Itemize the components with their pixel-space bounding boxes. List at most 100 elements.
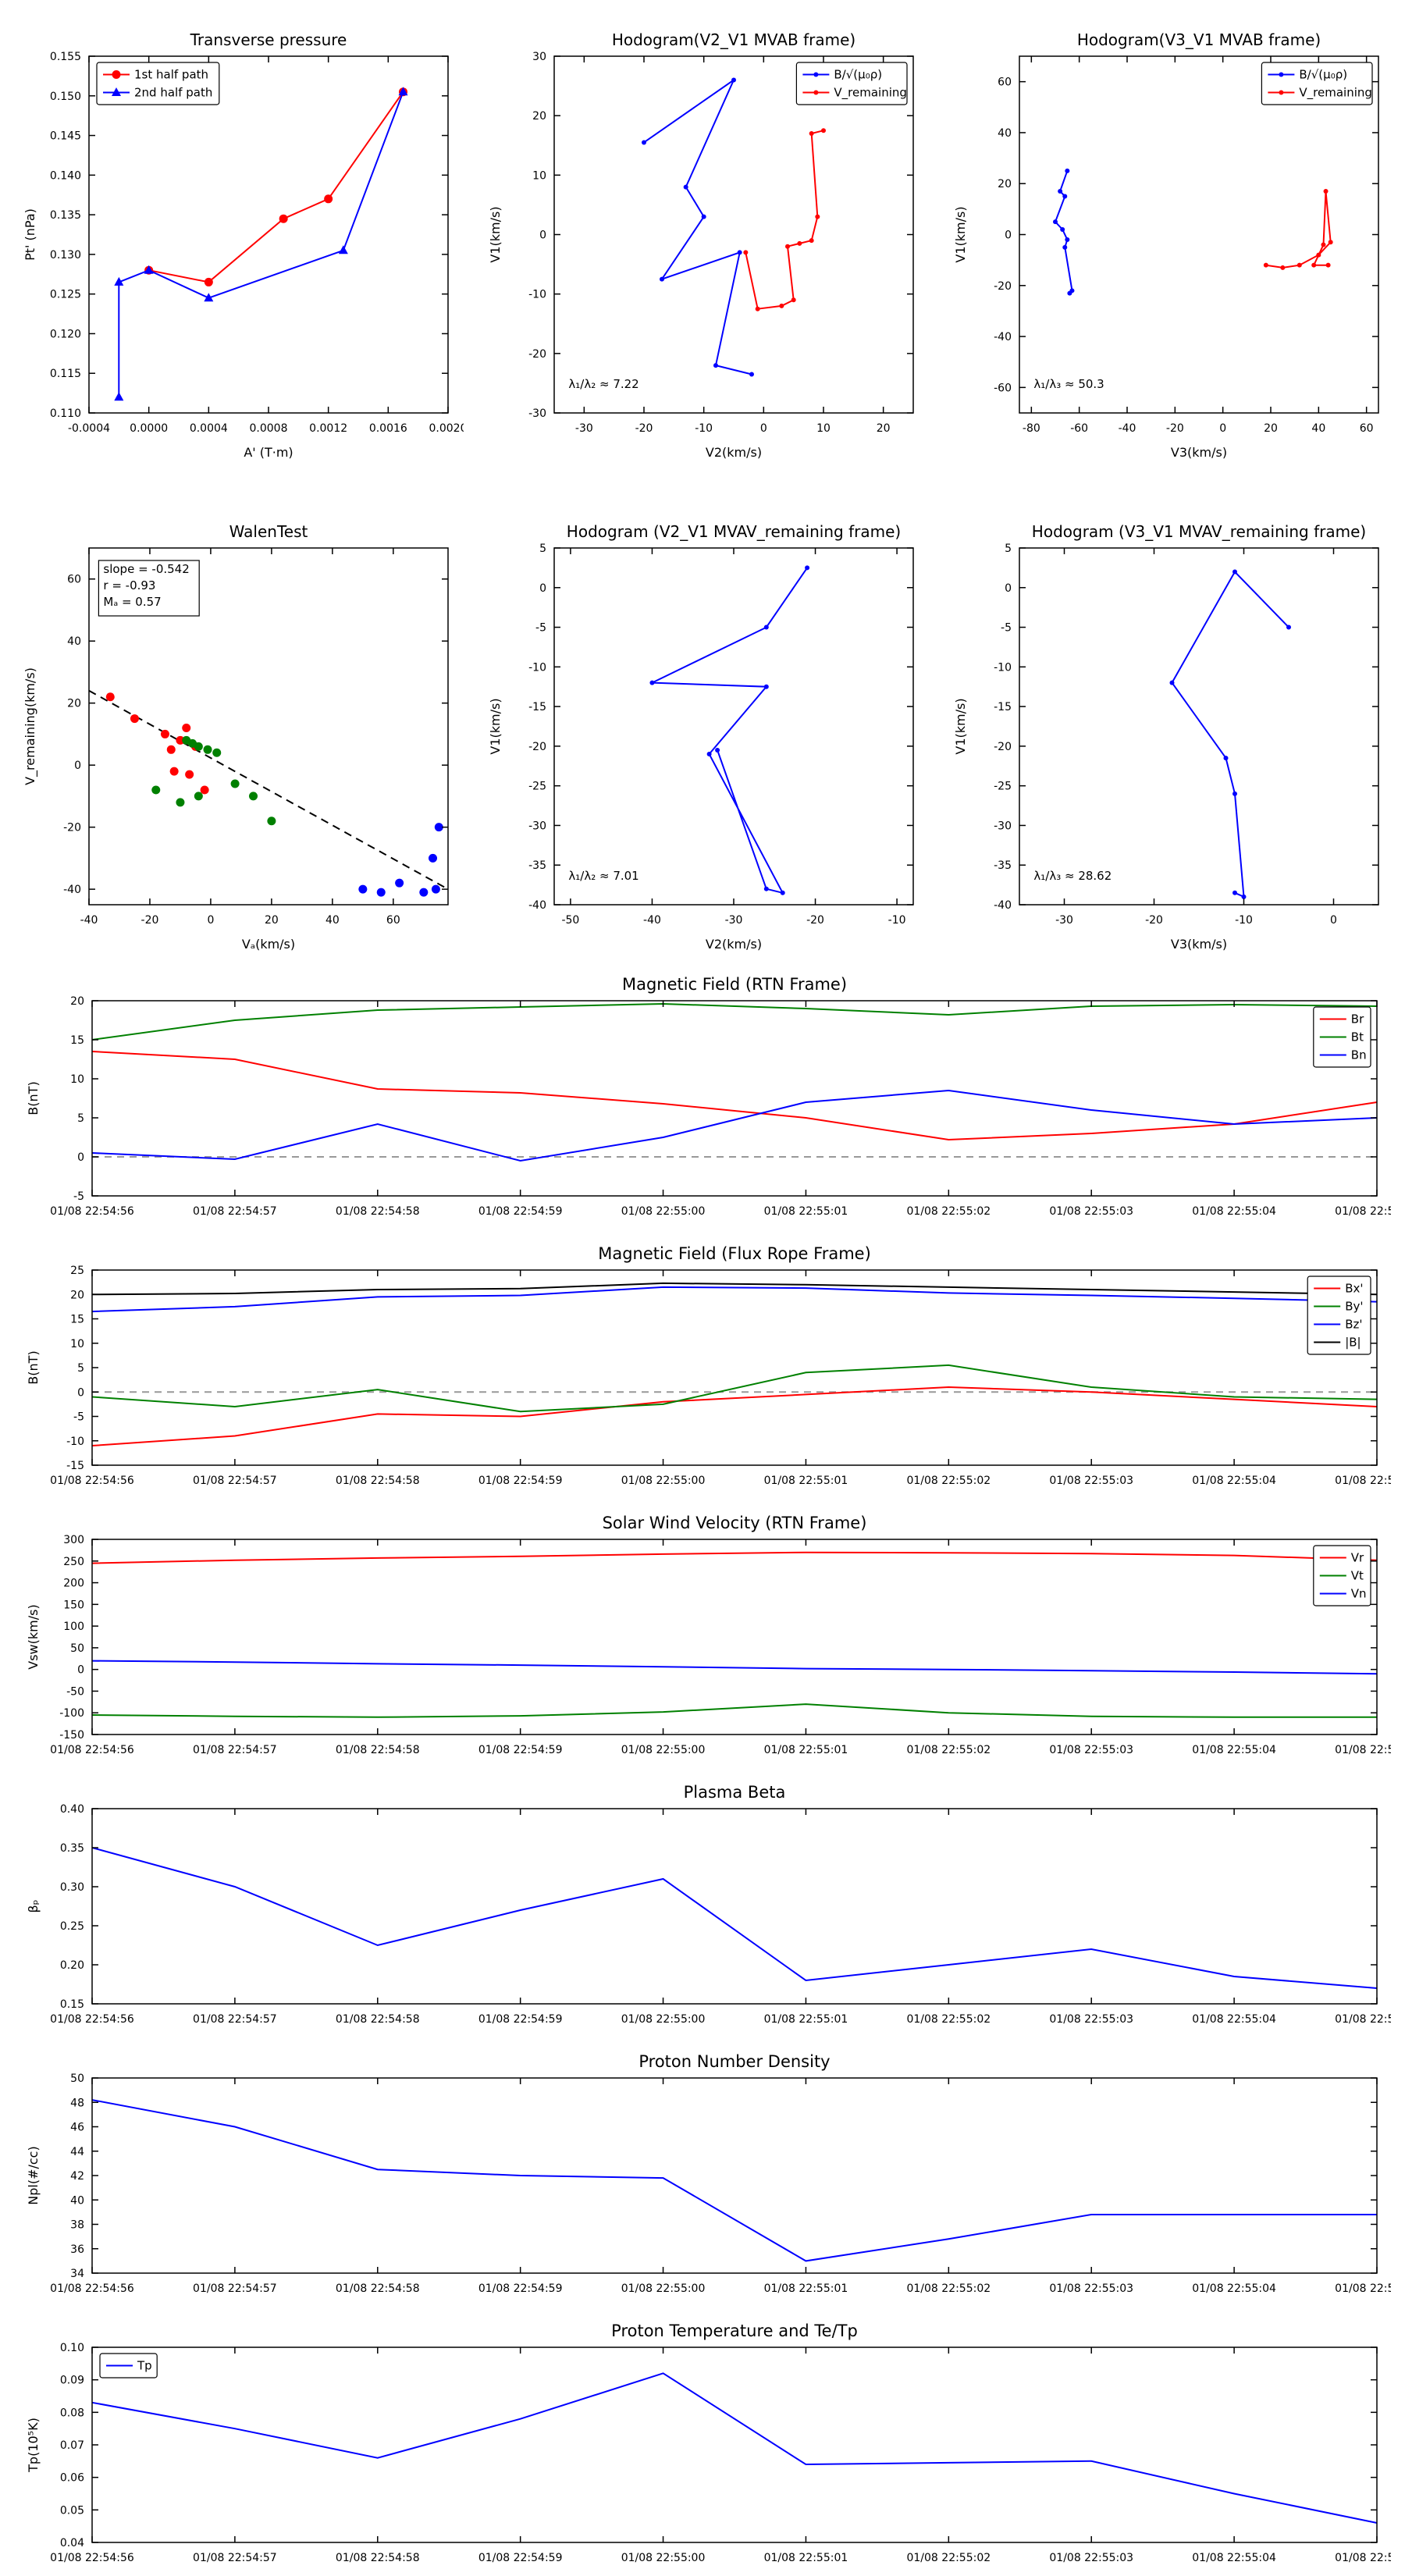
- x-tick-label: 01/08 22:55:00: [621, 2013, 706, 2026]
- data-marker: [779, 303, 784, 308]
- y-tick-label: 42: [70, 2170, 84, 2183]
- y-tick-label: 44: [70, 2146, 84, 2158]
- data-marker: [1279, 72, 1284, 77]
- data-marker: [176, 798, 185, 807]
- plot-frame: [88, 55, 449, 414]
- data-marker: [737, 250, 742, 255]
- data-marker: [649, 680, 655, 685]
- y-tick-label: -50: [66, 1685, 84, 1698]
- annotation-text: λ₁/λ₂ ≈ 7.01: [568, 869, 638, 883]
- data-marker: [166, 745, 176, 754]
- x-tick-label: -30: [1055, 914, 1073, 927]
- y-tick-label: -35: [528, 859, 546, 872]
- series-Bz': [91, 1286, 1378, 1313]
- data-marker: [1065, 237, 1070, 243]
- data-marker: [1241, 894, 1247, 899]
- y-tick-label: 0.120: [50, 328, 81, 340]
- x-tick-label: 01/08 22:55:00: [621, 1744, 706, 1756]
- data-marker: [1263, 262, 1268, 268]
- legend-label: B/√(μ₀ρ): [1299, 68, 1347, 82]
- series-Bt: [91, 1002, 1378, 1041]
- y-tick-label: 20: [70, 1289, 84, 1301]
- x-tick-label: 01/08 22:55:01: [764, 2282, 848, 2295]
- plot-frame: [553, 55, 914, 414]
- x-tick-label: -40: [80, 914, 98, 927]
- legend-label: V_remaining: [1299, 86, 1372, 101]
- data-marker: [1297, 262, 1302, 268]
- y-tick-label: -15: [66, 1460, 84, 1472]
- chart-magnetic-field-fluxrope: Magnetic Field (Flux Rope Frame) 01/08 22…: [14, 1235, 1391, 1496]
- x-tick-label: 01/08 22:54:58: [336, 1205, 420, 1218]
- x-tick-label: -20: [1166, 422, 1184, 435]
- chart-title: Hodogram (V3_V1 MVAV_remaining frame): [1032, 522, 1366, 541]
- data-marker: [429, 853, 438, 863]
- x-axis-label: V2(km/s): [706, 937, 762, 952]
- y-axis-label: Tp(10⁵K): [26, 2418, 41, 2473]
- series-s0: [1171, 570, 1289, 898]
- y-tick-label: 5: [539, 543, 546, 555]
- legend-label: |B|: [1345, 1336, 1361, 1350]
- data-marker: [660, 276, 664, 282]
- y-tick-label: 50: [70, 2073, 84, 2085]
- hodogram-v2v1-mvav-svg: Hodogram (V2_V1 MVAV_remaining frame)-50…: [488, 522, 914, 952]
- data-marker: [112, 70, 121, 79]
- chart-title: Magnetic Field (RTN Frame): [622, 975, 847, 994]
- data-marker: [642, 140, 646, 145]
- x-tick-label: 01/08 22:54:59: [478, 1205, 563, 1218]
- chart-hodogram-v3v1-mvab: Hodogram(V3_V1 MVAB frame) -80 -60 -40 -20 0 2…: [941, 17, 1394, 466]
- y-tick-label: 40: [70, 2194, 84, 2207]
- y-tick-label: 250: [63, 1556, 84, 1568]
- legend-label: Br: [1351, 1012, 1364, 1026]
- y-tick-label: -20: [994, 280, 1012, 293]
- chart-proton-density: Proton Number Density 01/08 22:54:56 01/08…: [14, 2043, 1391, 2304]
- data-marker: [813, 72, 819, 77]
- plot-frame: [88, 547, 449, 906]
- legend-label: By': [1345, 1300, 1363, 1314]
- annotation-text: λ₁/λ₃ ≈ 50.3: [1033, 377, 1104, 391]
- legend-box: [96, 62, 220, 105]
- series-Vt: [91, 1703, 1377, 1718]
- chart-hodogram-v2v1-mvab: Hodogram(V2_V1 MVAB frame) -30 -20 -10 0 10 20…: [476, 17, 929, 466]
- data-marker: [204, 293, 214, 302]
- x-tick-label: 20: [265, 914, 279, 927]
- series-s0: [91, 2099, 1377, 2262]
- chart-title: Proton Number Density: [638, 2052, 830, 2071]
- series-B/√(μ₀ρ): [643, 77, 752, 375]
- y-tick-label: 60: [67, 574, 81, 586]
- x-tick-label: 0: [760, 422, 767, 435]
- data-marker: [419, 888, 429, 897]
- legend-box: [1261, 62, 1373, 105]
- x-tick-label: 01/08 22:54:56: [50, 2013, 134, 2026]
- x-tick-label: -20: [141, 914, 159, 927]
- data-marker: [1067, 290, 1072, 296]
- y-tick-label: 0.10: [60, 2342, 84, 2354]
- x-tick-label: -30: [725, 914, 743, 927]
- plot-frame: [91, 2347, 1378, 2543]
- y-tick-label: -5: [535, 622, 546, 635]
- chart-hodogram-v3v1-mvav: Hodogram (V3_V1 MVAV_remaining frame) -30…: [941, 509, 1394, 958]
- y-tick-label: 10: [532, 169, 546, 182]
- y-tick-label: 0: [1005, 582, 1012, 595]
- series-Vn: [91, 1660, 1378, 1675]
- chart-title: WalenTest: [229, 522, 308, 541]
- x-tick-label: 60: [386, 914, 400, 927]
- x-tick-label: 01/08 22:55:05: [1335, 2282, 1391, 2295]
- x-tick-label: 01/08 22:54:56: [50, 2552, 134, 2564]
- data-marker: [151, 785, 161, 795]
- x-tick-label: 0.0020: [429, 422, 464, 435]
- y-tick-label: 0.15: [60, 1998, 84, 2011]
- y-tick-label: -15: [528, 701, 546, 713]
- legend-label: Bt: [1351, 1030, 1364, 1044]
- series-Tp: [91, 2372, 1378, 2524]
- y-tick-label: 5: [77, 1362, 84, 1375]
- y-tick-label: 0.140: [50, 169, 81, 182]
- y-axis-label: Npl(#/cc): [26, 2146, 41, 2204]
- x-tick-label: 01/08 22:55:02: [906, 2282, 991, 2295]
- x-tick-label: 01/08 22:54:56: [50, 1744, 134, 1756]
- data-marker: [169, 767, 179, 776]
- y-tick-label: -5: [1001, 622, 1012, 635]
- series-Vr: [91, 1551, 1378, 1564]
- y-tick-label: -30: [528, 407, 546, 420]
- chart-hodogram-v2v1-mvav: Hodogram (V2_V1 MVAV_remaining frame) -50…: [476, 509, 929, 958]
